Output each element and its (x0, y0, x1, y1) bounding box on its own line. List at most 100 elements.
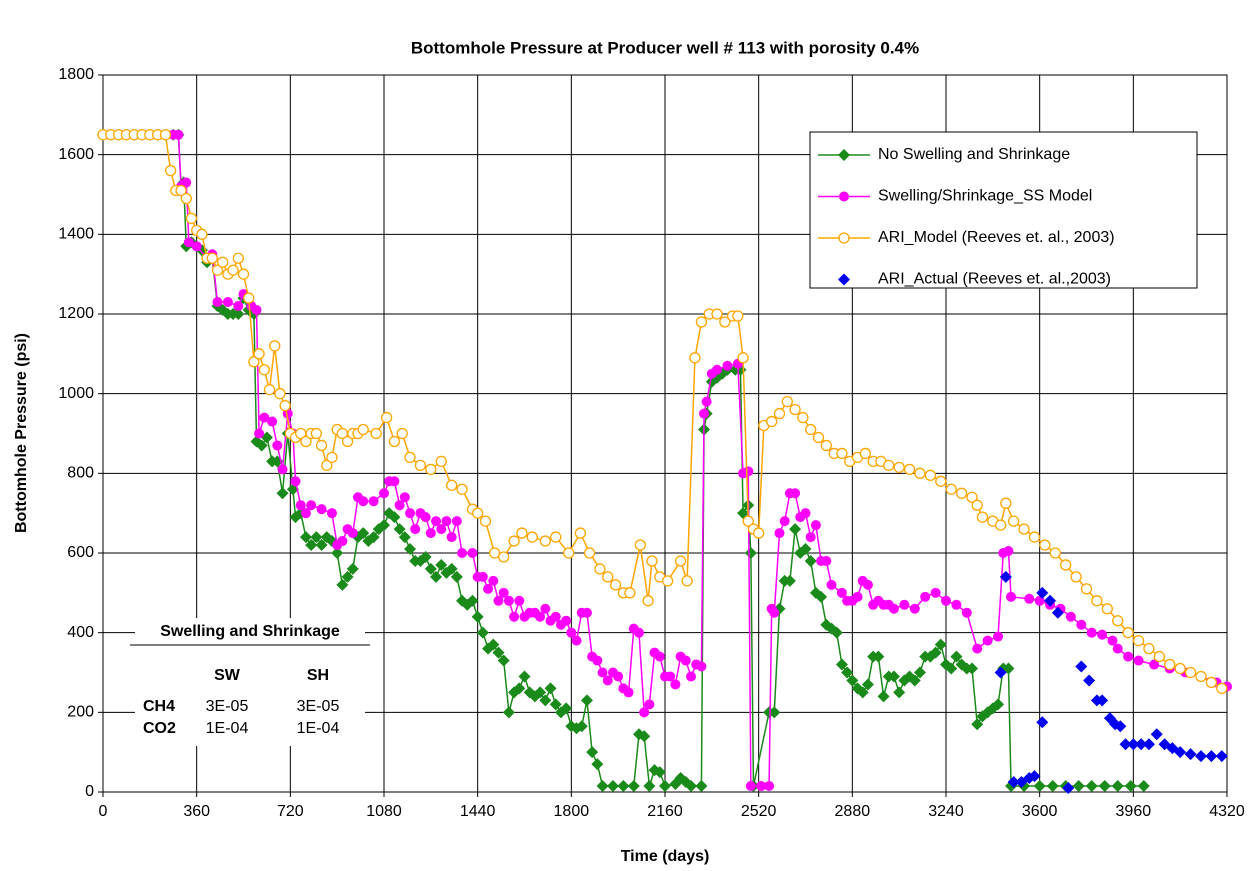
marker (976, 511, 989, 523)
marker (430, 570, 443, 583)
marker (305, 539, 318, 552)
marker (277, 464, 288, 475)
y-axis-label: Bottomhole Pressure (psi) (13, 333, 30, 533)
marker (425, 528, 436, 539)
marker (1111, 780, 1124, 793)
marker (1091, 595, 1103, 607)
inset-column: SH (307, 667, 329, 684)
marker (681, 575, 693, 587)
marker (315, 539, 328, 552)
marker (756, 781, 767, 792)
marker (961, 607, 972, 618)
marker (159, 129, 172, 141)
inset-cell: 3E-05 (206, 698, 249, 715)
x-tick-label: 2520 (741, 803, 777, 820)
marker (1215, 750, 1228, 763)
marker (175, 184, 187, 197)
marker (1060, 559, 1072, 571)
marker (185, 212, 198, 225)
marker (810, 520, 821, 531)
marker (306, 500, 317, 511)
marker (1205, 750, 1218, 763)
marker (315, 439, 328, 452)
marker (1098, 780, 1111, 793)
marker (909, 603, 920, 614)
marker (712, 364, 723, 375)
marker (924, 469, 937, 481)
marker (719, 316, 731, 328)
marker (1018, 523, 1030, 535)
marker (696, 661, 707, 672)
marker (513, 682, 526, 695)
marker (994, 666, 1007, 679)
marker (1114, 720, 1127, 733)
marker (299, 531, 312, 544)
marker (835, 658, 848, 671)
marker (466, 594, 479, 607)
marker (445, 562, 458, 575)
marker (563, 547, 575, 559)
marker (596, 780, 609, 793)
marker (971, 718, 984, 731)
y-tick-label: 1000 (58, 385, 94, 402)
marker (581, 607, 592, 618)
marker (1184, 748, 1197, 761)
marker (859, 447, 871, 460)
marker (852, 591, 863, 602)
marker (893, 686, 906, 699)
marker (674, 555, 687, 567)
marker (451, 516, 462, 527)
marker (410, 524, 421, 535)
marker (597, 667, 608, 678)
marker (929, 646, 942, 659)
marker (821, 555, 832, 566)
marker (826, 579, 837, 590)
marker (379, 488, 389, 499)
marker (508, 535, 520, 547)
marker (638, 730, 651, 743)
legend-box (809, 131, 1198, 289)
marker (1039, 539, 1051, 551)
marker (493, 595, 504, 606)
marker (378, 519, 390, 532)
marker (838, 232, 850, 244)
y-tick-label: 600 (67, 544, 94, 561)
marker (908, 674, 921, 687)
marker (624, 587, 636, 599)
marker (966, 662, 979, 675)
marker (887, 670, 900, 683)
marker (1205, 676, 1218, 689)
marker (544, 682, 557, 695)
marker (1143, 642, 1155, 655)
marker (561, 615, 572, 626)
marker (935, 475, 947, 487)
marker (357, 527, 370, 540)
marker (479, 515, 492, 527)
marker (574, 527, 587, 539)
marker (838, 149, 850, 161)
marker (838, 273, 850, 286)
marker (633, 627, 644, 638)
marker (550, 611, 561, 622)
marker (591, 758, 604, 771)
marker (435, 558, 448, 571)
marker (1150, 728, 1163, 741)
marker (773, 407, 786, 420)
marker (258, 364, 270, 376)
marker (888, 603, 899, 614)
marker (321, 459, 333, 472)
marker (861, 678, 874, 691)
marker (680, 655, 691, 666)
inset-column: SW (214, 667, 241, 684)
marker (1007, 515, 1020, 527)
marker (380, 411, 393, 424)
marker (388, 511, 401, 524)
marker (877, 690, 890, 703)
marker (255, 439, 268, 452)
marker (766, 415, 778, 428)
marker (1000, 497, 1012, 509)
y-tick-label: 0 (85, 783, 94, 800)
x-tick-label: 720 (277, 803, 304, 820)
marker (181, 177, 192, 188)
